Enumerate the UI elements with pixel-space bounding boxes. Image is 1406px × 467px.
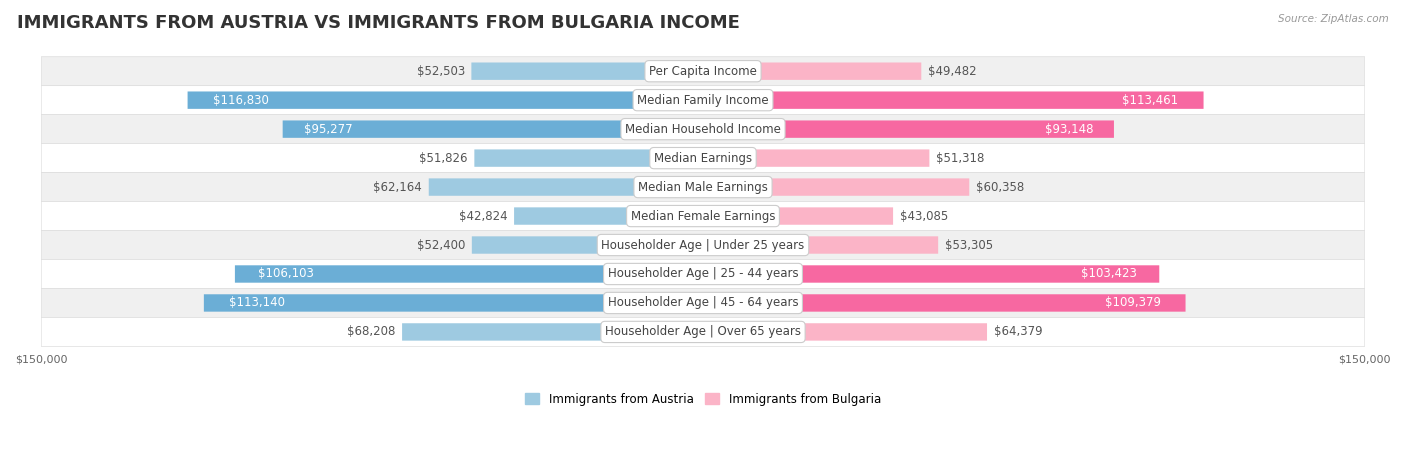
FancyBboxPatch shape (474, 149, 703, 167)
FancyBboxPatch shape (235, 265, 703, 283)
FancyBboxPatch shape (41, 57, 1365, 85)
FancyBboxPatch shape (703, 178, 969, 196)
Text: $106,103: $106,103 (259, 268, 314, 281)
FancyBboxPatch shape (472, 236, 703, 254)
Text: Householder Age | Under 25 years: Householder Age | Under 25 years (602, 239, 804, 252)
FancyBboxPatch shape (471, 63, 703, 80)
FancyBboxPatch shape (204, 294, 703, 311)
FancyBboxPatch shape (41, 260, 1365, 289)
FancyBboxPatch shape (41, 289, 1365, 318)
Text: $51,826: $51,826 (419, 152, 468, 164)
FancyBboxPatch shape (703, 92, 1204, 109)
FancyBboxPatch shape (187, 92, 703, 109)
FancyBboxPatch shape (41, 231, 1365, 260)
FancyBboxPatch shape (41, 85, 1365, 115)
Text: $42,824: $42,824 (458, 210, 508, 223)
Text: IMMIGRANTS FROM AUSTRIA VS IMMIGRANTS FROM BULGARIA INCOME: IMMIGRANTS FROM AUSTRIA VS IMMIGRANTS FR… (17, 14, 740, 32)
Text: Median Household Income: Median Household Income (626, 123, 780, 135)
Text: $43,085: $43,085 (900, 210, 948, 223)
Text: $51,318: $51,318 (936, 152, 984, 164)
Text: $64,379: $64,379 (994, 325, 1042, 339)
FancyBboxPatch shape (41, 173, 1365, 202)
Text: Median Female Earnings: Median Female Earnings (631, 210, 775, 223)
Text: $68,208: $68,208 (347, 325, 395, 339)
Text: $95,277: $95,277 (304, 123, 353, 135)
Text: $93,148: $93,148 (1045, 123, 1094, 135)
Text: $62,164: $62,164 (374, 181, 422, 194)
Text: $103,423: $103,423 (1081, 268, 1136, 281)
FancyBboxPatch shape (515, 207, 703, 225)
Text: $49,482: $49,482 (928, 65, 977, 78)
Text: Source: ZipAtlas.com: Source: ZipAtlas.com (1278, 14, 1389, 24)
Text: Householder Age | Over 65 years: Householder Age | Over 65 years (605, 325, 801, 339)
Text: Median Family Income: Median Family Income (637, 94, 769, 106)
FancyBboxPatch shape (703, 236, 938, 254)
Text: Median Earnings: Median Earnings (654, 152, 752, 164)
Text: $113,461: $113,461 (1122, 94, 1178, 106)
Text: Median Male Earnings: Median Male Earnings (638, 181, 768, 194)
FancyBboxPatch shape (703, 323, 987, 340)
Text: $60,358: $60,358 (976, 181, 1024, 194)
Text: $116,830: $116,830 (214, 94, 269, 106)
FancyBboxPatch shape (703, 63, 921, 80)
FancyBboxPatch shape (41, 144, 1365, 173)
FancyBboxPatch shape (703, 265, 1160, 283)
FancyBboxPatch shape (402, 323, 703, 340)
Text: Householder Age | 25 - 44 years: Householder Age | 25 - 44 years (607, 268, 799, 281)
FancyBboxPatch shape (429, 178, 703, 196)
FancyBboxPatch shape (703, 120, 1114, 138)
Legend: Immigrants from Austria, Immigrants from Bulgaria: Immigrants from Austria, Immigrants from… (520, 388, 886, 410)
FancyBboxPatch shape (41, 318, 1365, 347)
FancyBboxPatch shape (283, 120, 703, 138)
FancyBboxPatch shape (41, 115, 1365, 144)
Text: $109,379: $109,379 (1105, 297, 1161, 310)
FancyBboxPatch shape (703, 149, 929, 167)
Text: $52,400: $52,400 (416, 239, 465, 252)
Text: Householder Age | 45 - 64 years: Householder Age | 45 - 64 years (607, 297, 799, 310)
FancyBboxPatch shape (703, 207, 893, 225)
FancyBboxPatch shape (41, 202, 1365, 231)
FancyBboxPatch shape (703, 294, 1185, 311)
Text: $53,305: $53,305 (945, 239, 993, 252)
Text: $52,503: $52,503 (416, 65, 465, 78)
Text: $113,140: $113,140 (229, 297, 285, 310)
Text: Per Capita Income: Per Capita Income (650, 65, 756, 78)
